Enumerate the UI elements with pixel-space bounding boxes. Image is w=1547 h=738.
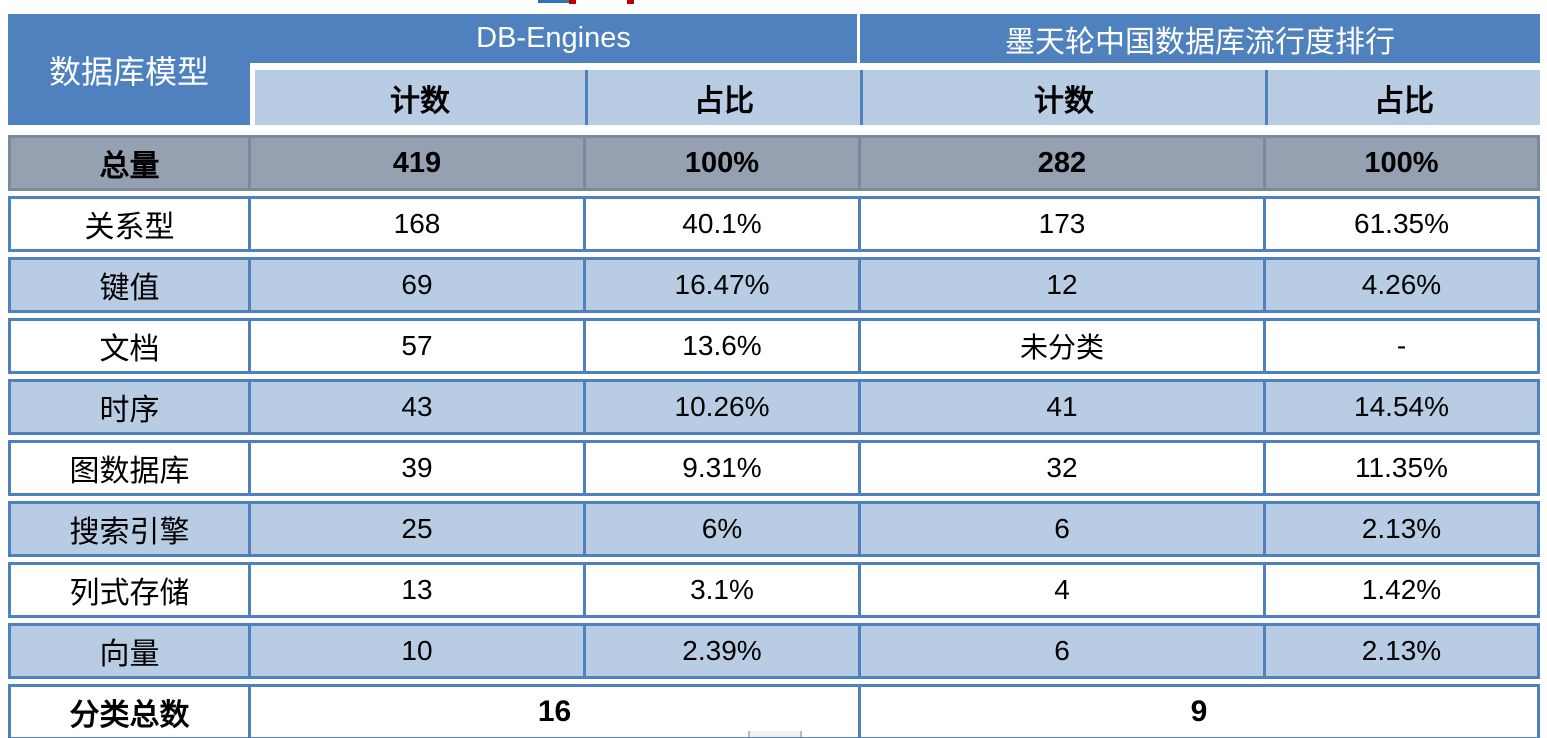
- scrollbar-thumb[interactable]: [748, 731, 802, 737]
- table-row: 时序 43 10.26% 41 14.54%: [8, 379, 1540, 435]
- cell-count-modb: 12: [858, 260, 1263, 310]
- header-right: DB-Engines 墨天轮中国数据库流行度排行 计数 占比 计数 占比: [250, 14, 1540, 125]
- cell-count-db: 25: [248, 504, 583, 554]
- group-header-row: DB-Engines 墨天轮中国数据库流行度排行: [250, 14, 1540, 63]
- cell-count-db: 168: [248, 199, 583, 249]
- row-label: 键值: [99, 272, 160, 305]
- table-row: 列式存储 13 3.1% 4 1.42%: [8, 562, 1540, 618]
- subheader-share-modb: 占比: [1265, 70, 1540, 125]
- cell-share-db: 3.1%: [583, 565, 858, 615]
- clipped-text-artifact-red: [569, 0, 576, 4]
- row-label: 时序: [99, 394, 160, 427]
- cell-share-db: 40.1%: [583, 199, 858, 249]
- cell-share-modb: 1.42%: [1263, 565, 1537, 615]
- cell-count-modb: 32: [858, 443, 1263, 493]
- cell-count-db: 39: [248, 443, 583, 493]
- cell-share-db: 16.47%: [583, 260, 858, 310]
- corner-header-cell: 数据库模型: [8, 14, 250, 125]
- table-row: 搜索引擎 25 6% 6 2.13%: [8, 501, 1540, 557]
- database-model-comparison-table: 数据库模型 DB-Engines 墨天轮中国数据库流行度排行 计数 占比 计数 …: [8, 14, 1540, 738]
- cell-count-modb: 未分类: [858, 321, 1263, 371]
- table-row: 关系型 168 40.1% 173 61.35%: [8, 196, 1540, 252]
- cell-db-engines-category-total: 16: [248, 687, 858, 737]
- header-body-gap: [8, 125, 1540, 135]
- cell-count-modb: 173: [858, 199, 1263, 249]
- subheader-count-modb: 计数: [860, 70, 1265, 125]
- cell-count-modb: 6: [858, 626, 1263, 676]
- cell-count-db: 10: [248, 626, 583, 676]
- cell-count-db: 419: [248, 138, 583, 188]
- cell-count-db: 13: [248, 565, 583, 615]
- cell-count-modb: 41: [858, 382, 1263, 432]
- cell-share-db: 6%: [583, 504, 858, 554]
- row-label: 列式存储: [69, 577, 190, 610]
- cell-share-db: 9.31%: [583, 443, 858, 493]
- row-label: 搜索引擎: [69, 516, 190, 549]
- cell-share-modb: 14.54%: [1263, 382, 1537, 432]
- table-row-total: 总量 419 100% 282 100%: [8, 135, 1540, 191]
- group-header-modb: 墨天轮中国数据库流行度排行: [860, 14, 1540, 63]
- clipped-text-artifact-red: [627, 0, 634, 4]
- row-label: 向量: [99, 638, 160, 671]
- group-divider: [857, 14, 860, 63]
- row-label: 关系型: [84, 211, 175, 244]
- cell-share-modb: -: [1263, 321, 1537, 371]
- row-label: 图数据库: [69, 455, 190, 488]
- group-header-db-engines: DB-Engines: [250, 14, 857, 63]
- cell-count-modb: 282: [858, 138, 1263, 188]
- cell-count-db: 57: [248, 321, 583, 371]
- table-row: 文档 57 13.6% 未分类 -: [8, 318, 1540, 374]
- cell-count-modb: 6: [858, 504, 1263, 554]
- table-row: 向量 10 2.39% 6 2.13%: [8, 623, 1540, 679]
- cell-share-db: 10.26%: [583, 382, 858, 432]
- cell-share-db: 2.39%: [583, 626, 858, 676]
- table-row: 图数据库 39 9.31% 32 11.35%: [8, 440, 1540, 496]
- subheader-share-db: 占比: [585, 70, 860, 125]
- header-gap: [250, 63, 1540, 70]
- subheader-count-db: 计数: [255, 70, 585, 125]
- clipped-text-artifact-blue: [538, 0, 572, 3]
- table-row-category-totals: 分类总数 16 9: [8, 684, 1540, 738]
- cell-count-modb: 4: [858, 565, 1263, 615]
- subheader-row: 计数 占比 计数 占比: [255, 70, 1540, 125]
- cell-share-modb: 2.13%: [1263, 504, 1537, 554]
- row-label: 文档: [99, 333, 160, 366]
- cell-modb-category-total: 9: [858, 687, 1537, 737]
- cell-share-db: 13.6%: [583, 321, 858, 371]
- row-label: 分类总数: [69, 699, 190, 732]
- cell-count-db: 43: [248, 382, 583, 432]
- row-label: 总量: [99, 150, 160, 183]
- cell-share-db: 100%: [583, 138, 858, 188]
- table-header: 数据库模型 DB-Engines 墨天轮中国数据库流行度排行 计数 占比 计数 …: [8, 14, 1540, 125]
- cell-share-modb: 4.26%: [1263, 260, 1537, 310]
- cell-share-modb: 100%: [1263, 138, 1537, 188]
- cell-share-modb: 11.35%: [1263, 443, 1537, 493]
- cell-share-modb: 2.13%: [1263, 626, 1537, 676]
- table-row: 键值 69 16.47% 12 4.26%: [8, 257, 1540, 313]
- cell-count-db: 69: [248, 260, 583, 310]
- cell-share-modb: 61.35%: [1263, 199, 1537, 249]
